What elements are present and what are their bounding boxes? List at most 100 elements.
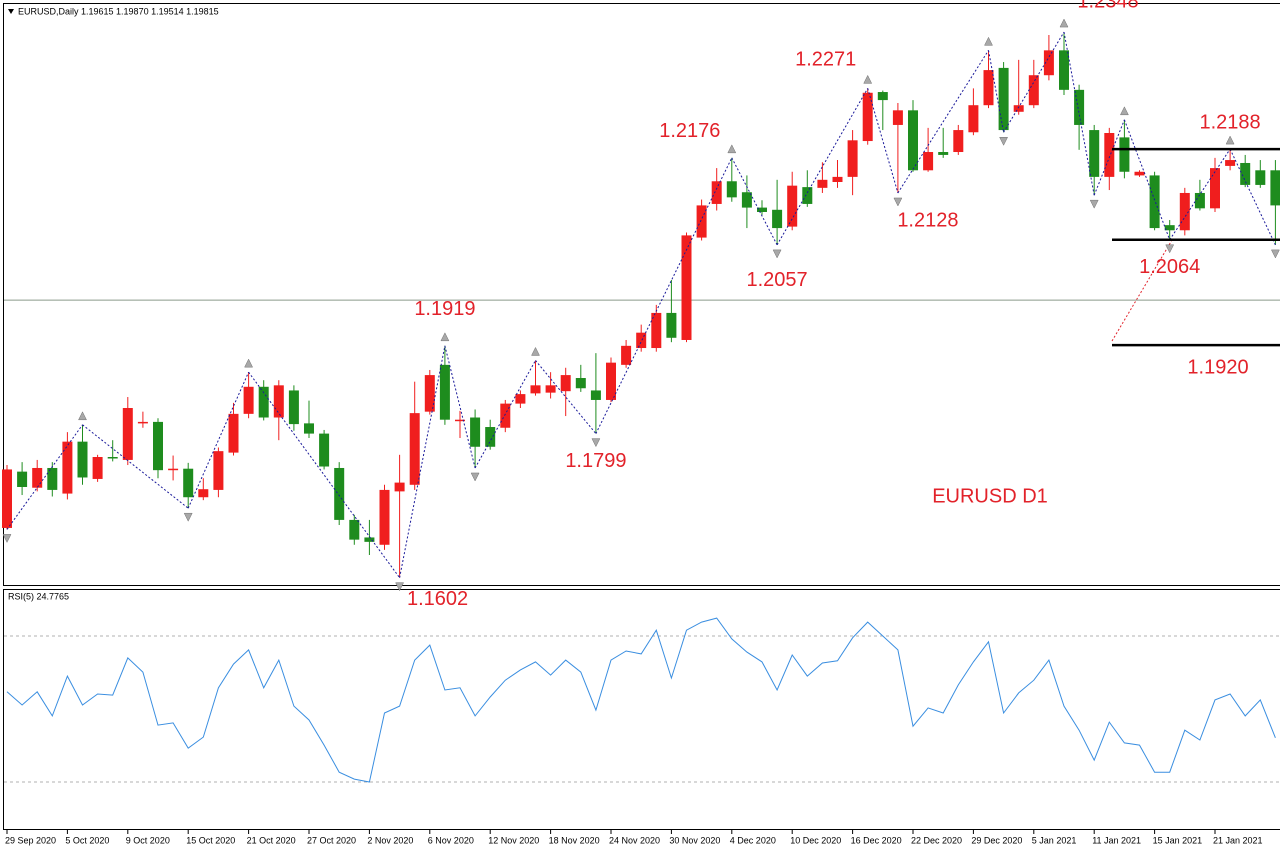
candle-body bbox=[1104, 132, 1115, 177]
candle-body bbox=[424, 375, 435, 412]
candle-body bbox=[575, 378, 586, 389]
candle-body bbox=[288, 390, 299, 425]
pivot-high-arrow bbox=[244, 358, 254, 368]
candle-body bbox=[1074, 89, 1085, 125]
rsi-line bbox=[6, 617, 1276, 783]
candle-body bbox=[998, 67, 1009, 131]
pivot-low-arrow bbox=[772, 249, 782, 259]
level-label: 1.1920 bbox=[1187, 356, 1248, 378]
candle-body bbox=[2, 469, 12, 528]
candle-body bbox=[364, 537, 375, 542]
candle-body bbox=[590, 390, 601, 400]
candle-body bbox=[183, 468, 194, 498]
x-tick-label: 15 Oct 2020 bbox=[186, 835, 235, 845]
x-tick-label: 15 Jan 2021 bbox=[1153, 835, 1203, 845]
pivot-high-arrow bbox=[727, 144, 737, 154]
candle-body bbox=[772, 209, 783, 229]
x-tick-label: 6 Nov 2020 bbox=[428, 835, 474, 845]
candle-body bbox=[938, 152, 949, 155]
candle-body bbox=[455, 419, 465, 422]
pivot-low-arrow bbox=[1270, 249, 1280, 259]
candle-body bbox=[1134, 171, 1145, 176]
candle-body bbox=[198, 489, 209, 498]
x-tick-label: 30 Nov 2020 bbox=[669, 835, 720, 845]
candle-body bbox=[379, 489, 390, 545]
x-tick-label: 5 Jan 2021 bbox=[1032, 835, 1077, 845]
candle-body bbox=[636, 332, 647, 349]
pivot-label: 1.2348 bbox=[1077, 0, 1138, 12]
zigzag-segment bbox=[248, 371, 401, 578]
pivot-low-arrow bbox=[999, 137, 1009, 146]
candle-body bbox=[1179, 192, 1190, 231]
x-tick-label: 16 Dec 2020 bbox=[851, 835, 902, 845]
candle-body bbox=[334, 467, 345, 520]
pivot-low-arrow bbox=[2, 534, 12, 543]
x-tick-label: 21 Jan 2021 bbox=[1213, 835, 1263, 845]
x-tick-label: 22 Dec 2020 bbox=[911, 835, 962, 845]
candle-body bbox=[757, 207, 767, 212]
pivot-low-arrow bbox=[470, 472, 480, 482]
x-tick-label: 10 Dec 2020 bbox=[790, 835, 841, 845]
zigzag-segment bbox=[1093, 119, 1125, 196]
pivot-high-arrow bbox=[1225, 135, 1235, 145]
candle-body bbox=[1043, 50, 1054, 76]
candle-body bbox=[711, 181, 722, 204]
candle-body bbox=[32, 467, 43, 488]
candle-body bbox=[606, 362, 616, 400]
candle-body bbox=[17, 471, 28, 487]
candle-body bbox=[394, 482, 405, 492]
pivot-label: 1.2176 bbox=[659, 120, 720, 142]
pivot-high-arrow bbox=[1119, 106, 1129, 116]
candle-body bbox=[741, 192, 752, 208]
candle-body bbox=[213, 451, 224, 490]
candle-body bbox=[877, 92, 888, 101]
pivot-high-arrow bbox=[863, 74, 873, 84]
candle-body bbox=[1164, 225, 1175, 231]
pivot-low-arrow bbox=[1089, 199, 1099, 209]
zigzag-segment bbox=[1229, 148, 1276, 246]
x-tick-label: 4 Dec 2020 bbox=[730, 835, 776, 845]
candle-body bbox=[560, 375, 571, 392]
pivot-low-arrow bbox=[395, 582, 405, 592]
collapse-icon[interactable] bbox=[8, 9, 14, 14]
candle-body bbox=[500, 403, 511, 428]
candle-body bbox=[1210, 168, 1220, 209]
zigzag-segment bbox=[731, 157, 778, 246]
x-tick-label: 24 Nov 2020 bbox=[609, 835, 660, 845]
candle-body bbox=[1013, 105, 1024, 112]
candle-body bbox=[515, 394, 526, 404]
candle-body bbox=[817, 179, 828, 188]
x-tick-label: 2 Nov 2020 bbox=[367, 835, 413, 845]
candle-body bbox=[847, 140, 858, 177]
x-tick-label: 9 Oct 2020 bbox=[126, 835, 170, 845]
zigzag-segment bbox=[1003, 31, 1065, 133]
pivot-high-arrow bbox=[531, 346, 540, 356]
candle-body bbox=[545, 385, 556, 393]
zigzag-segment bbox=[988, 50, 1005, 133]
pivot-label: 1.2188 bbox=[1200, 111, 1261, 133]
candle-body bbox=[1194, 192, 1205, 209]
candle-body bbox=[681, 235, 692, 340]
candle-body bbox=[1089, 130, 1100, 177]
candle-body bbox=[787, 185, 798, 227]
candle-body bbox=[651, 312, 662, 349]
pivot-high-arrow bbox=[78, 411, 87, 421]
x-tick-label: 5 Oct 2020 bbox=[65, 835, 109, 845]
candle-body bbox=[228, 413, 239, 453]
candle-body bbox=[862, 92, 873, 142]
candle-body bbox=[832, 176, 843, 182]
pivot-label: 1.2128 bbox=[897, 209, 958, 231]
candle-body bbox=[62, 441, 73, 494]
pivot-low-arrow bbox=[893, 197, 903, 207]
x-tick-label: 11 Jan 2021 bbox=[1092, 835, 1141, 845]
candle-body bbox=[258, 386, 269, 418]
candle-body bbox=[892, 110, 903, 125]
x-tick-label: 29 Sep 2020 bbox=[5, 835, 56, 845]
x-tick-label: 18 Nov 2020 bbox=[549, 835, 600, 845]
candle-body bbox=[1225, 160, 1236, 166]
candle-body bbox=[802, 187, 813, 204]
pivot-low-arrow bbox=[1165, 244, 1175, 254]
candle-body bbox=[1028, 75, 1039, 106]
